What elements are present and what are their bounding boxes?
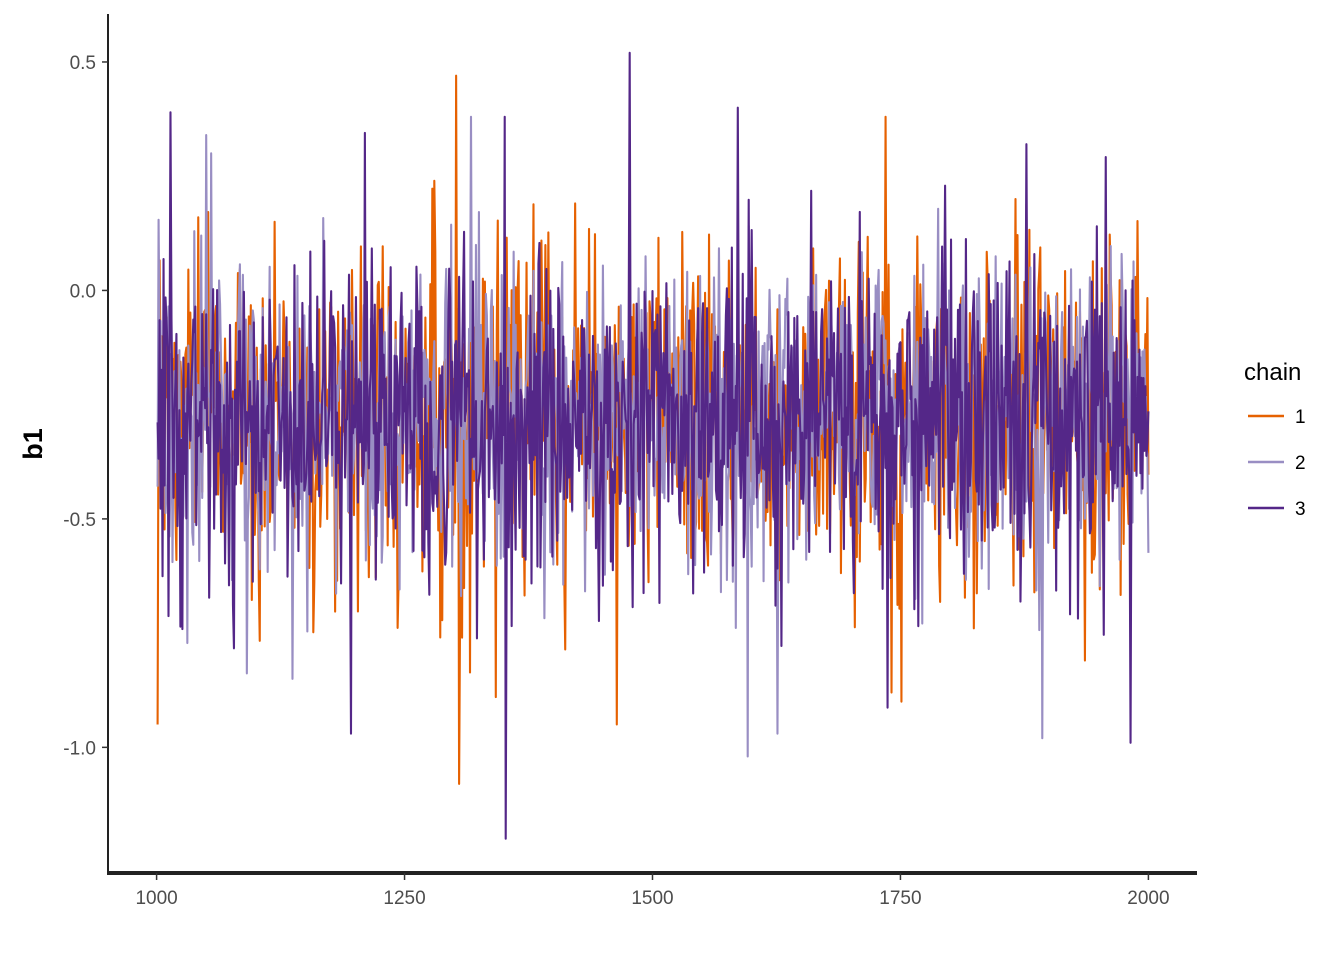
- y-axis-ticks: 0.5 0.0 -0.5 -1.0: [63, 53, 108, 759]
- series-layer: [156, 51, 1150, 840]
- legend: chain 1 2 3: [1244, 359, 1306, 520]
- y-tick-label: -0.5: [63, 510, 96, 531]
- x-tick-label: 1750: [879, 888, 921, 909]
- x-tick-label: 1500: [631, 888, 673, 909]
- legend-label-chain-2: 2: [1295, 453, 1306, 474]
- legend-label-chain-3: 3: [1295, 499, 1306, 520]
- legend-title: chain: [1244, 359, 1301, 386]
- x-tick-label: 1250: [383, 888, 425, 909]
- y-tick-label: 0.0: [70, 281, 96, 302]
- y-axis-title: b1: [18, 428, 48, 460]
- x-axis-ticks: 1000 1250 1500 1750 2000: [135, 873, 1170, 909]
- y-tick-label: -1.0: [63, 738, 96, 759]
- y-tick-label: 0.5: [70, 53, 96, 74]
- legend-items: 1 2 3: [1248, 407, 1306, 520]
- x-tick-label: 2000: [1127, 888, 1169, 909]
- x-tick-label: 1000: [135, 888, 177, 909]
- series-line-chain-3: [156, 51, 1150, 840]
- legend-label-chain-1: 1: [1295, 407, 1306, 428]
